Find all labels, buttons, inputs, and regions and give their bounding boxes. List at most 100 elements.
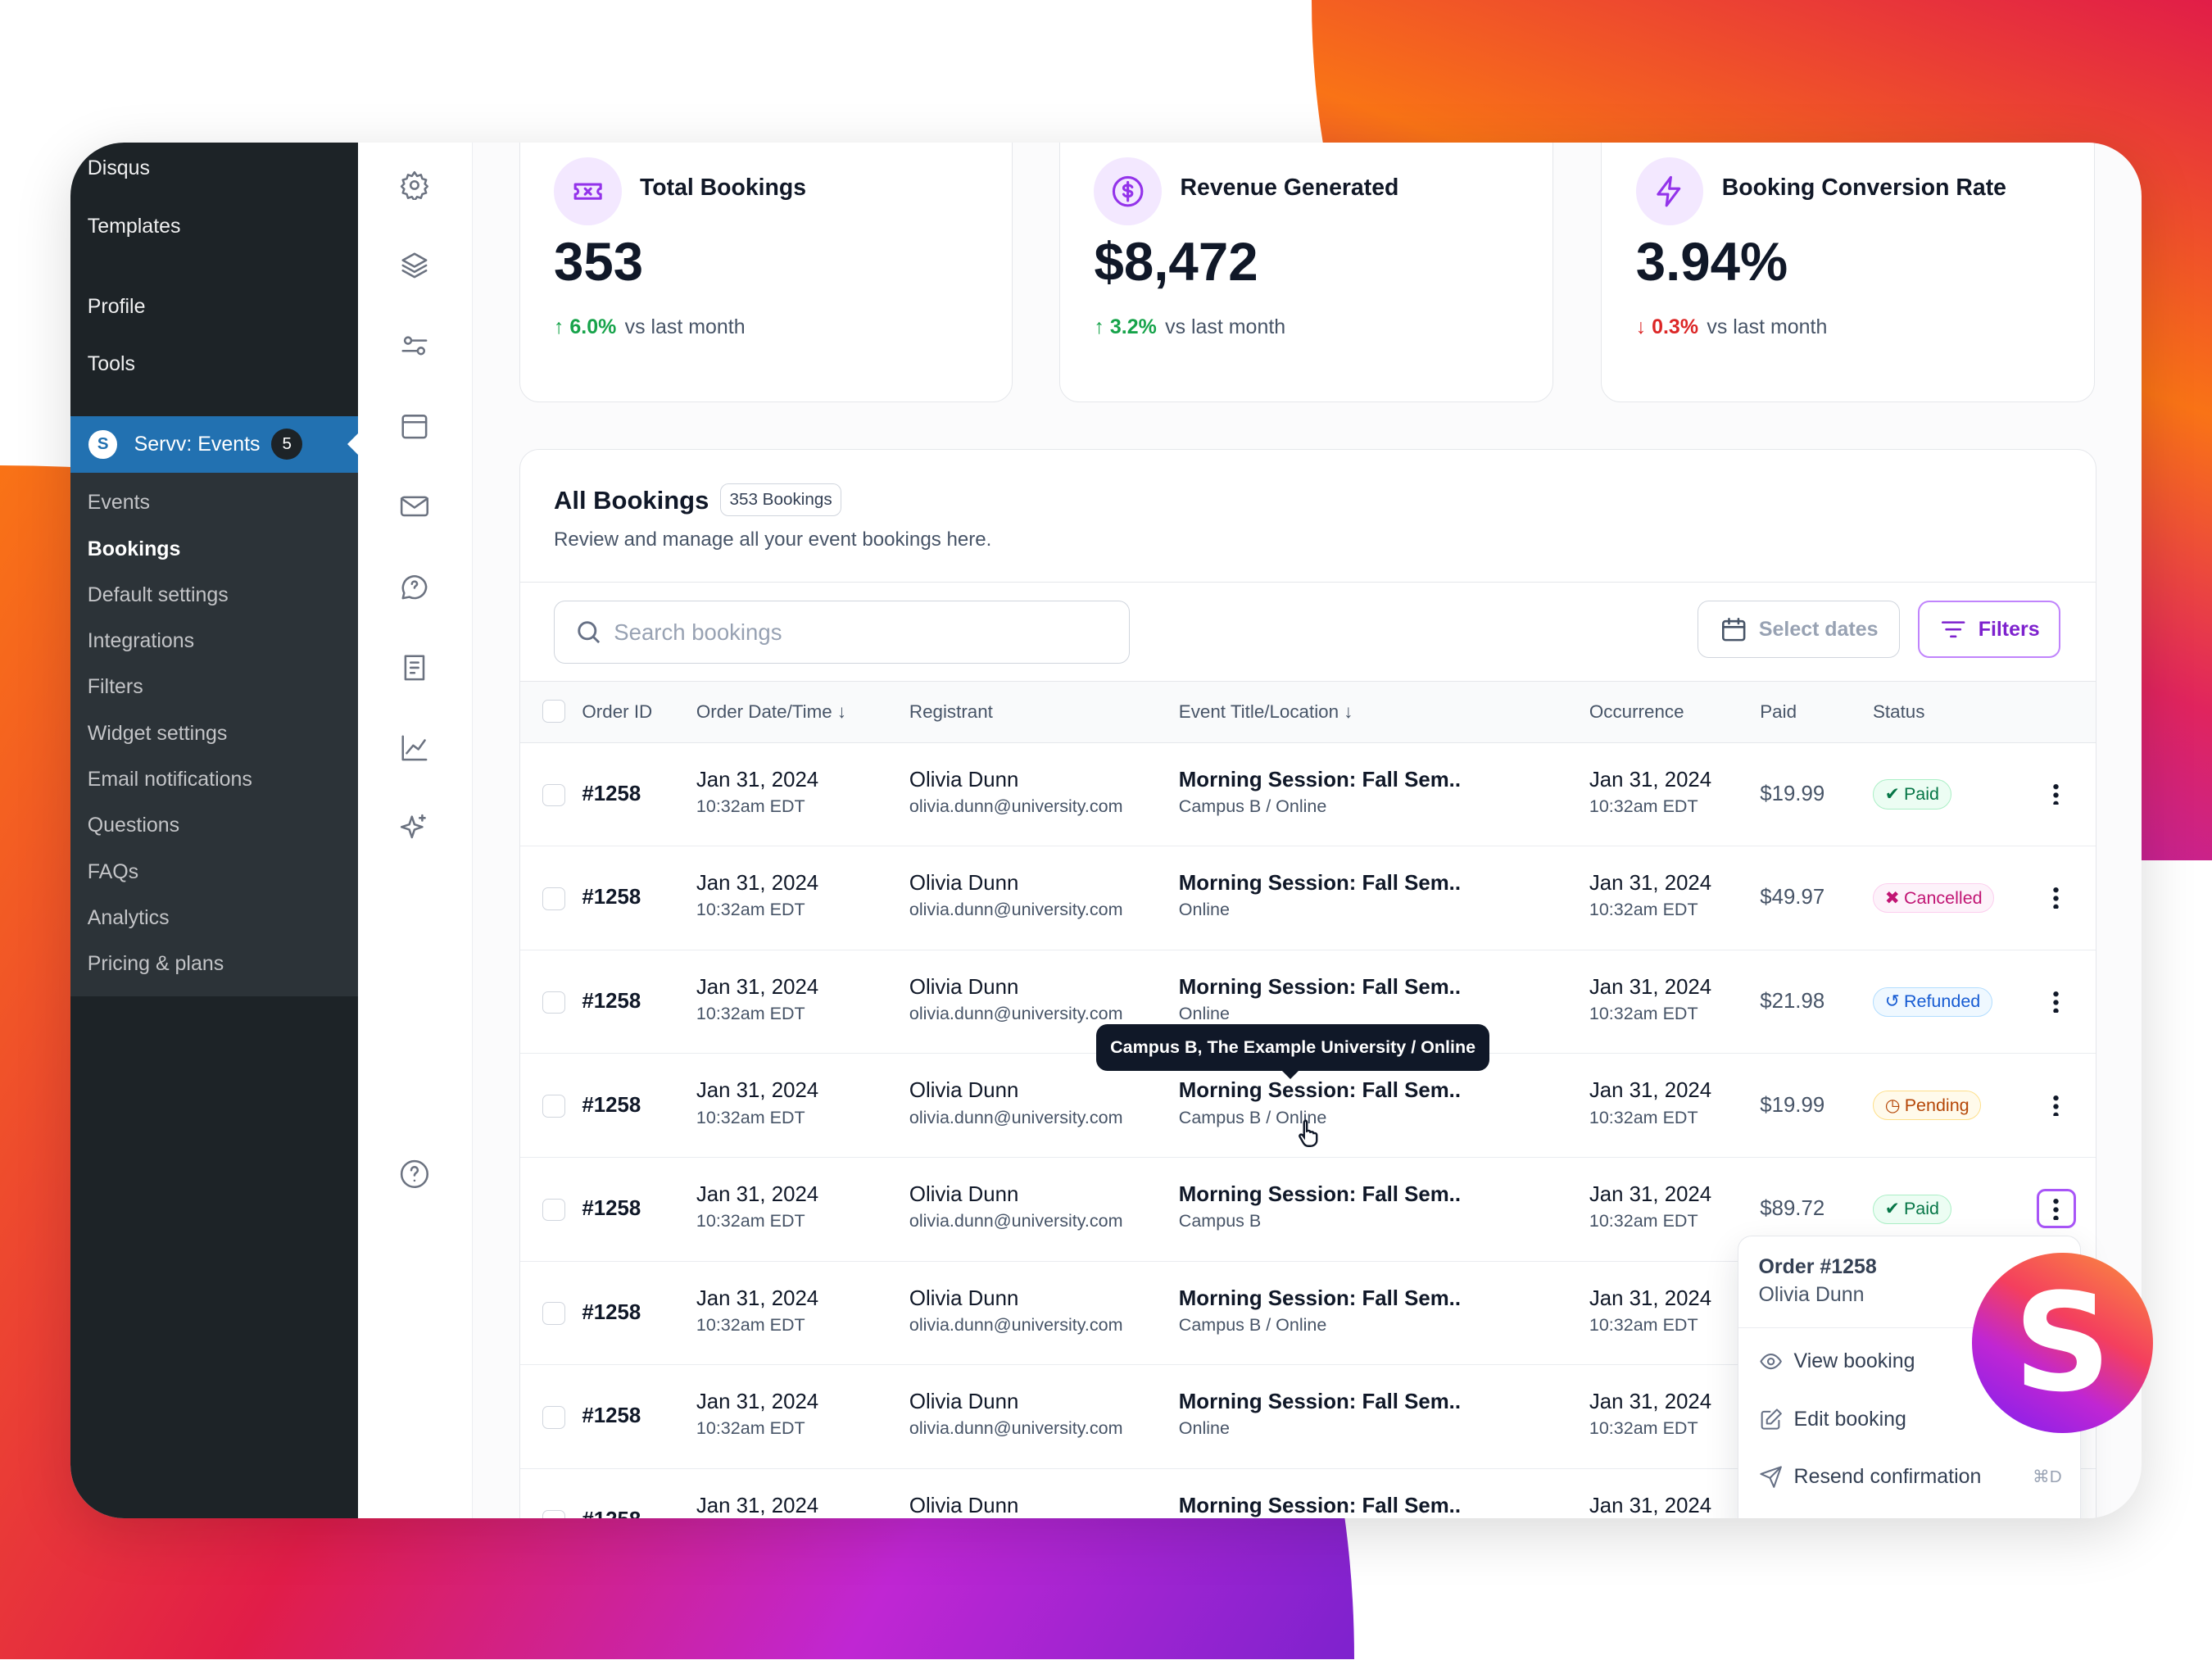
wp-menu-tools[interactable]: Tools xyxy=(87,352,136,376)
row-checkbox[interactable] xyxy=(542,1509,565,1518)
column-header[interactable]: Status xyxy=(1873,701,1924,723)
column-label: Status xyxy=(1872,701,1925,723)
order-id[interactable]: #1258 xyxy=(582,1093,641,1117)
help-circle-icon[interactable] xyxy=(399,1159,430,1190)
table-row[interactable]: #1258 Jan 31, 2024 10:32am EDT Olivia Dun… xyxy=(519,1054,2096,1158)
order-id[interactable]: #1258 xyxy=(582,1404,641,1428)
ticket-icon xyxy=(553,157,622,225)
wp-submenu-item[interactable]: Bookings xyxy=(87,537,181,560)
status-label: Refunded xyxy=(1903,991,1981,1012)
edit-booking-menu-item[interactable]: Edit booking xyxy=(1759,1408,2062,1431)
wp-submenu-item[interactable]: Questions xyxy=(87,814,180,837)
wp-submenu-item[interactable]: Default settings xyxy=(87,583,229,606)
table-row[interactable]: #1258 Jan 31, 2024 10:32am EDT Olivia Dun… xyxy=(519,1365,2096,1469)
registrant-name: Olivia Dunn xyxy=(909,1390,1019,1414)
column-header[interactable]: Order Date/Time ↓ xyxy=(696,701,847,723)
row-actions-button[interactable] xyxy=(2037,982,2076,1021)
order-date: Jan 31, 2024 xyxy=(696,1286,819,1310)
row-checkbox[interactable] xyxy=(542,1095,565,1118)
column-header[interactable]: Registrant xyxy=(909,701,993,723)
view-booking-menu-item[interactable]: View booking xyxy=(1759,1349,2062,1373)
order-time: 10:32am EDT xyxy=(696,1211,805,1231)
divider xyxy=(519,582,2096,583)
wp-menu-templates[interactable]: Templates xyxy=(87,214,181,238)
event-title: Morning Session: Fall Sem.. xyxy=(1178,1390,1462,1414)
order-id[interactable]: #1258 xyxy=(582,782,641,805)
stat-value: 3.94% xyxy=(1635,231,1788,292)
wp-menu-servv-events[interactable]: S Servv: Events 5 xyxy=(70,415,359,473)
registrant-name: Olivia Dunn xyxy=(909,1286,1019,1310)
gear-icon[interactable] xyxy=(399,170,430,202)
row-checkbox[interactable] xyxy=(542,1198,565,1222)
order-date: Jan 31, 2024 xyxy=(696,1079,819,1103)
table-row[interactable]: #1258 Jan 31, 2024 10:32am EDT Olivia Dun… xyxy=(519,1262,2096,1366)
event: Morning Session: Fall Sem.. Campus B / On… xyxy=(1179,1079,1461,1127)
chart-line-icon[interactable] xyxy=(399,732,430,764)
order-datetime: Jan 31, 2024 xyxy=(696,1494,818,1518)
row-checkbox[interactable] xyxy=(542,1302,565,1325)
order-id[interactable]: #1258 xyxy=(582,1300,641,1324)
column-header[interactable]: Event Title/Location ↓ xyxy=(1178,701,1353,723)
occurrence-date: Jan 31, 2024 xyxy=(1589,1286,1712,1310)
order-datetime: Jan 31, 2024 10:32am EDT xyxy=(696,769,818,817)
order-date: Jan 31, 2024 xyxy=(696,768,819,791)
wp-menu-profile[interactable]: Profile xyxy=(87,294,146,318)
order-id[interactable]: #1258 xyxy=(582,990,641,1014)
document-icon[interactable] xyxy=(399,652,430,683)
row-actions-button[interactable] xyxy=(2037,878,2076,917)
occurrence-time: 10:32am EDT xyxy=(1589,1418,1698,1439)
wp-submenu-item[interactable]: Events xyxy=(87,491,151,515)
occurrence-date: Jan 31, 2024 xyxy=(1589,1079,1712,1103)
layers-icon[interactable] xyxy=(399,250,430,281)
column-header[interactable]: Paid xyxy=(1760,701,1797,723)
more-vertical-icon xyxy=(2053,886,2060,909)
registrant: Olivia Dunn olivia.dunn@university.com xyxy=(909,1183,1123,1231)
search-input[interactable]: Search bookings xyxy=(553,600,1130,664)
event: Morning Session: Fall Sem.. Online xyxy=(1179,976,1461,1024)
wp-submenu-item[interactable]: Analytics xyxy=(87,905,170,929)
order-id[interactable]: #1258 xyxy=(582,1508,641,1518)
column-header[interactable]: Occurrence xyxy=(1589,701,1684,723)
wp-submenu-item[interactable]: Integrations xyxy=(87,629,195,653)
row-actions-button[interactable] xyxy=(2037,774,2076,814)
row-checkbox[interactable] xyxy=(542,887,565,910)
wp-menu-label: Servv: Events xyxy=(134,432,261,456)
column-label: Paid xyxy=(1760,701,1797,723)
servv-logo: S xyxy=(1972,1253,2153,1434)
resend-confirmation-menu-item[interactable]: Resend confirmation ⌘D xyxy=(1759,1465,2062,1489)
table-row[interactable]: #1258 Jan 31, 2024 10:32am EDT Olivia Dun… xyxy=(519,743,2096,847)
row-checkbox[interactable] xyxy=(542,783,565,807)
chat-question-icon[interactable] xyxy=(399,571,430,602)
row-checkbox[interactable] xyxy=(542,991,565,1014)
occurrence-date: Jan 31, 2024 xyxy=(1589,872,1712,896)
wp-submenu-item[interactable]: FAQs xyxy=(87,859,139,883)
column-header[interactable]: Order ID xyxy=(582,701,652,723)
order-id[interactable]: #1258 xyxy=(582,886,641,909)
table-row[interactable]: #1258 Jan 31, 2024 Olivia Dunn Morning S… xyxy=(520,1469,2096,1518)
event: Morning Session: Fall Sem.. Online xyxy=(1179,1390,1461,1439)
select-all-checkbox[interactable] xyxy=(542,700,565,723)
order-datetime: Jan 31, 2024 10:32am EDT xyxy=(696,1287,818,1336)
table-row[interactable]: #1258 Jan 31, 2024 10:32am EDT Olivia Dun… xyxy=(519,950,2096,1055)
table-row[interactable]: #1258 Jan 31, 2024 10:32am EDT Olivia Dun… xyxy=(519,1158,2096,1262)
registrant-email: olivia.dunn@university.com xyxy=(909,1314,1123,1335)
sliders-icon[interactable] xyxy=(399,330,430,361)
select-dates-button[interactable]: Select dates xyxy=(1698,600,1900,659)
row-actions-button[interactable] xyxy=(2036,1188,2076,1229)
wp-menu-disqus[interactable]: Disqus xyxy=(87,156,151,180)
order-id[interactable]: #1258 xyxy=(582,1197,641,1221)
wp-submenu-item[interactable]: Widget settings xyxy=(87,721,228,745)
wp-submenu-item[interactable]: Filters xyxy=(87,675,143,699)
filters-button[interactable]: Filters xyxy=(1918,600,2060,659)
calendar-icon[interactable] xyxy=(399,410,430,442)
wp-submenu-item[interactable]: Email notifications xyxy=(87,768,252,791)
app-window: Disqus Templates Profile Tools S Servv: … xyxy=(70,142,2142,1518)
sparkles-icon[interactable] xyxy=(399,813,430,844)
wp-submenu-item[interactable]: Pricing & plans xyxy=(87,952,224,976)
row-actions-button[interactable] xyxy=(2037,1085,2076,1124)
event-title: Morning Session: Fall Sem.. xyxy=(1178,1494,1462,1517)
event-location: Campus B / Online xyxy=(1178,1314,1327,1335)
table-row[interactable]: #1258 Jan 31, 2024 10:32am EDT Olivia Dun… xyxy=(519,846,2096,950)
row-checkbox[interactable] xyxy=(542,1406,565,1429)
mail-icon[interactable] xyxy=(399,491,430,522)
